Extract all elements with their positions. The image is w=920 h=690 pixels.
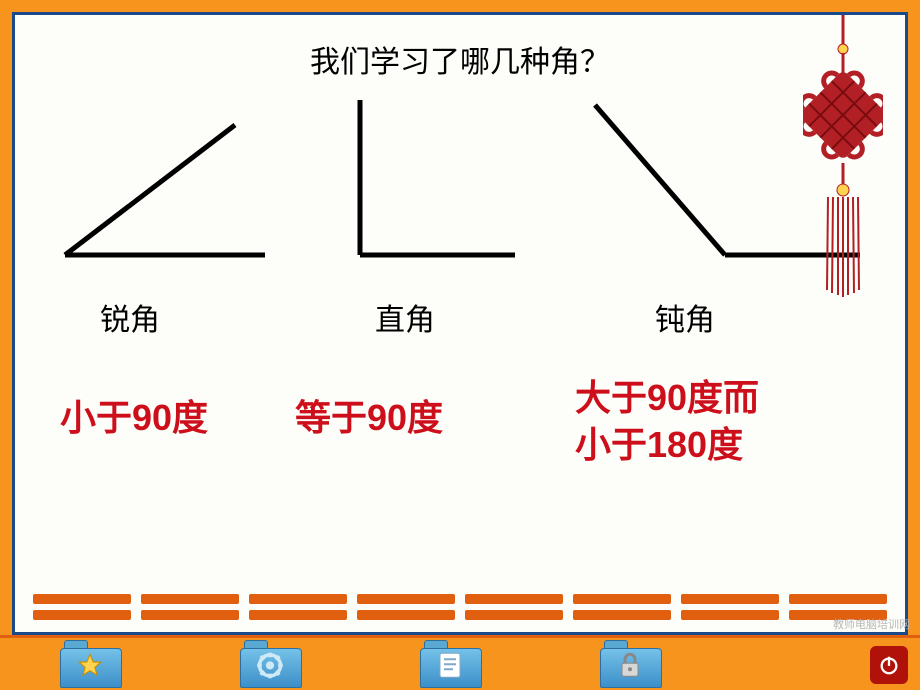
acute-label: 锐角 xyxy=(100,295,160,339)
right-description: 等于90度 xyxy=(295,395,443,442)
page-title: 我们学习了哪几种角？ xyxy=(15,37,905,81)
obtuse-desc-line2: 小于180度 xyxy=(575,424,743,465)
taskbar xyxy=(0,635,920,690)
obtuse-description: 大于90度而 小于180度 xyxy=(575,375,759,469)
content-area: 我们学习了哪几种角？ 锐角 小于90度 直角 等于90度 钝角 大于90度而 小… xyxy=(12,12,908,635)
decor-dash-row-1 xyxy=(33,594,887,604)
right-angle-figure xyxy=(345,95,525,265)
decor-dash-row-2 xyxy=(33,610,887,620)
right-label: 直角 xyxy=(375,295,435,339)
acute-description: 小于90度 xyxy=(60,395,208,442)
obtuse-angle-figure xyxy=(585,95,865,265)
obtuse-desc-line1: 大于90度而 xyxy=(575,377,759,418)
taskbar-folder-star[interactable] xyxy=(60,640,120,688)
doc-icon xyxy=(439,652,461,678)
taskbar-folder-doc[interactable] xyxy=(420,640,480,688)
gear-icon xyxy=(256,651,284,679)
taskbar-folder-gear[interactable] xyxy=(240,640,300,688)
acute-angle-figure xyxy=(55,105,275,265)
power-icon xyxy=(878,654,900,676)
taskbar-folder-lock[interactable] xyxy=(600,640,660,688)
slide-frame: 我们学习了哪几种角？ 锐角 小于90度 直角 等于90度 钝角 大于90度而 小… xyxy=(0,0,920,690)
watermark-text: 教师电脑培训网 xyxy=(833,616,910,632)
power-button[interactable] xyxy=(870,646,908,684)
obtuse-label: 钝角 xyxy=(655,295,715,339)
star-icon xyxy=(77,652,103,678)
lock-icon xyxy=(618,652,642,678)
